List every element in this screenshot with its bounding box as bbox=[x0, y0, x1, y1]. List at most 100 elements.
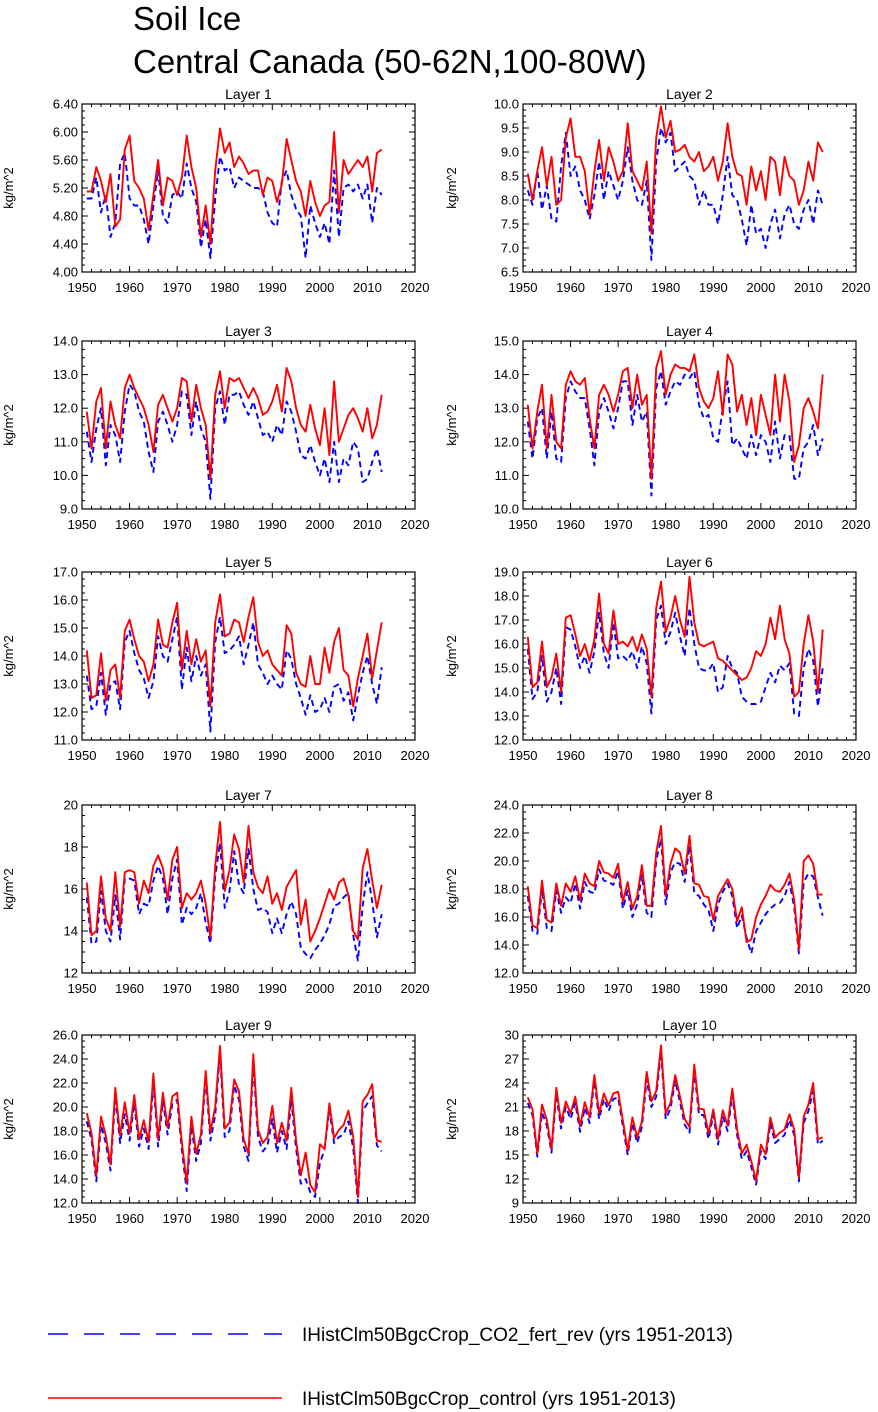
layer-4-xtick-label: 1960 bbox=[556, 517, 585, 532]
layer-8-xtick-label: 1950 bbox=[509, 981, 538, 996]
layer-8-series-control bbox=[526, 825, 823, 951]
layer-5-ytick-label: 13.0 bbox=[53, 677, 78, 692]
layer-10-xtick-label: 2020 bbox=[842, 1211, 871, 1226]
layer-10-xtick-label: 1950 bbox=[509, 1211, 538, 1226]
layer-7-xtick-label: 2020 bbox=[401, 981, 430, 996]
layer-7-xtick-label: 1990 bbox=[258, 981, 287, 996]
layer-4-ytick-label: 10.0 bbox=[494, 502, 519, 517]
layer-6-ytick-label: 14.0 bbox=[494, 685, 519, 700]
layer-10-xtick-label: 1960 bbox=[556, 1211, 585, 1226]
layer-10-ytick-label: 21 bbox=[505, 1100, 519, 1115]
layer-3-xtick-label: 1960 bbox=[115, 517, 144, 532]
layer-4-xtick-label: 1950 bbox=[509, 517, 538, 532]
layer-3-series-co2-fert-rev bbox=[85, 383, 383, 500]
layer-3-ytick-label: 14.0 bbox=[53, 334, 78, 349]
layer-5-panel: Layer 5 kg/m^2 1950 1960 1970 1980 1990 2000 201… bbox=[1, 554, 429, 763]
layer-4-xtick-label: 1980 bbox=[651, 517, 680, 532]
layer-9-title: Layer 9 bbox=[225, 1017, 272, 1033]
layer-9-ytick-label: 18.0 bbox=[53, 1124, 78, 1139]
layer-7-xtick-label: 2000 bbox=[305, 981, 334, 996]
layer-5-ytick-label: 15.0 bbox=[53, 621, 78, 636]
layer-2-title: Layer 2 bbox=[666, 86, 713, 102]
layer-7-xtick-label: 1960 bbox=[115, 981, 144, 996]
layer-4-xtick-label: 2010 bbox=[794, 517, 823, 532]
layer-9-ytick-label: 20.0 bbox=[53, 1100, 78, 1115]
layer-10-ylabel: kg/m^2 bbox=[444, 1098, 459, 1140]
layer-9-xtick-label: 1970 bbox=[163, 1211, 192, 1226]
layer-2-ytick-label: 7.5 bbox=[501, 217, 519, 232]
layer-6-xtick-label: 1960 bbox=[556, 748, 585, 763]
layer-5-ytick-label: 14.0 bbox=[53, 649, 78, 664]
layer-1-xtick-label: 1970 bbox=[163, 280, 192, 295]
layer-4-ytick-label: 14.0 bbox=[494, 367, 519, 382]
layer-10-xtick-label: 1980 bbox=[651, 1211, 680, 1226]
layer-2-ytick-label: 6.5 bbox=[501, 265, 519, 280]
layer-7-series-control bbox=[85, 820, 383, 943]
layer-7-xtick-label: 2010 bbox=[353, 981, 382, 996]
layer-6-ytick-label: 17.0 bbox=[494, 613, 519, 628]
layer-4-xtick-label: 1970 bbox=[604, 517, 633, 532]
layer-10-frame bbox=[522, 1034, 857, 1204]
layer-3-ytick-label: 10.0 bbox=[53, 468, 78, 483]
layer-4-panel: Layer 4 kg/m^2 1950 1960 1970 1980 1990 2000 201… bbox=[444, 323, 870, 532]
layer-1-xtick-label: 1950 bbox=[68, 280, 97, 295]
layer-7-ylabel: kg/m^2 bbox=[1, 868, 16, 910]
layer-7-ytick-label: 12 bbox=[64, 966, 78, 981]
layer-5-series-control bbox=[85, 593, 383, 708]
layer-6-panel: Layer 6 kg/m^2 1950 1960 1970 1980 1990 2000 201… bbox=[444, 554, 870, 763]
layer-10-ytick-label: 12 bbox=[505, 1172, 519, 1187]
layer-6-xtick-label: 2000 bbox=[746, 748, 775, 763]
layer-1-ytick-label: 5.20 bbox=[53, 181, 78, 196]
layer-5-xtick-label: 1950 bbox=[68, 748, 97, 763]
layer-4-ytick-label: 12.0 bbox=[494, 434, 519, 449]
layer-2-xtick-label: 1990 bbox=[699, 280, 728, 295]
layer-10-ytick-label: 15 bbox=[505, 1148, 519, 1163]
layer-6-xtick-label: 2010 bbox=[794, 748, 823, 763]
layer-4-ylabel: kg/m^2 bbox=[444, 404, 459, 446]
layer-3-panel: Layer 3 kg/m^2 1950 1960 1970 1980 1990 2000 201… bbox=[1, 323, 429, 532]
layer-4-title: Layer 4 bbox=[666, 323, 713, 339]
layer-3-ytick-label: 11.0 bbox=[54, 434, 78, 449]
layer-8-ytick-label: 22.0 bbox=[494, 826, 519, 841]
layer-6-ytick-label: 18.0 bbox=[494, 589, 519, 604]
layer-6-xtick-label: 2020 bbox=[842, 748, 871, 763]
layer-6-xtick-label: 1980 bbox=[651, 748, 680, 763]
figure-title: Soil Ice bbox=[133, 0, 242, 37]
layer-6-ytick-label: 19.0 bbox=[494, 565, 519, 580]
layer-5-xtick-label: 1960 bbox=[115, 748, 144, 763]
layer-5-xtick-label: 2020 bbox=[401, 748, 430, 763]
layer-6-ylabel: kg/m^2 bbox=[444, 635, 459, 677]
layer-10-xtick-label: 2010 bbox=[794, 1211, 823, 1226]
layer-2-xtick-label: 2010 bbox=[794, 280, 823, 295]
layer-9-panel: Layer 9 kg/m^2 1950 1960 1970 1980 1990 2000 201… bbox=[1, 1017, 429, 1226]
layer-2-panel: Layer 2 kg/m^2 1950 1960 1970 1980 1990 2000 201… bbox=[444, 86, 870, 295]
legend-label-control: IHistClm50BgcCrop_control (yrs 1951-2013… bbox=[302, 1389, 676, 1410]
layer-7-ytick-label: 14 bbox=[64, 924, 78, 939]
layer-3-series-control bbox=[85, 366, 383, 480]
layer-2-ytick-label: 8.0 bbox=[501, 193, 519, 208]
layer-8-xtick-label: 2000 bbox=[746, 981, 775, 996]
layer-6-ytick-label: 13.0 bbox=[494, 709, 519, 724]
layer-2-xtick-label: 1950 bbox=[509, 280, 538, 295]
layer-4-xtick-label: 1990 bbox=[699, 517, 728, 532]
layer-1-ylabel: kg/m^2 bbox=[1, 167, 16, 209]
layer-9-ytick-label: 26.0 bbox=[53, 1028, 78, 1043]
layer-3-xtick-label: 2010 bbox=[353, 517, 382, 532]
layer-10-ytick-label: 9 bbox=[512, 1196, 519, 1211]
layer-3-title: Layer 3 bbox=[225, 323, 272, 339]
layer-8-xtick-label: 1990 bbox=[699, 981, 728, 996]
layer-1-ytick-label: 4.80 bbox=[53, 209, 78, 224]
layer-8-series-co2-fert-rev bbox=[526, 837, 824, 955]
layer-1-panel: Layer 1 kg/m^2 1950 1960 1970 1980 1990 2000 201… bbox=[1, 86, 429, 295]
layer-3-ytick-label: 13.0 bbox=[53, 367, 78, 382]
layer-7-series-co2-fert-rev bbox=[85, 841, 383, 962]
layer-5-xtick-label: 2000 bbox=[305, 748, 334, 763]
layer-9-xtick-label: 2020 bbox=[401, 1211, 430, 1226]
layer-4-xtick-label: 2020 bbox=[842, 517, 871, 532]
layer-1-xtick-label: 2020 bbox=[401, 280, 430, 295]
layer-6-ytick-label: 16.0 bbox=[494, 637, 519, 652]
layer-7-frame bbox=[81, 804, 416, 974]
